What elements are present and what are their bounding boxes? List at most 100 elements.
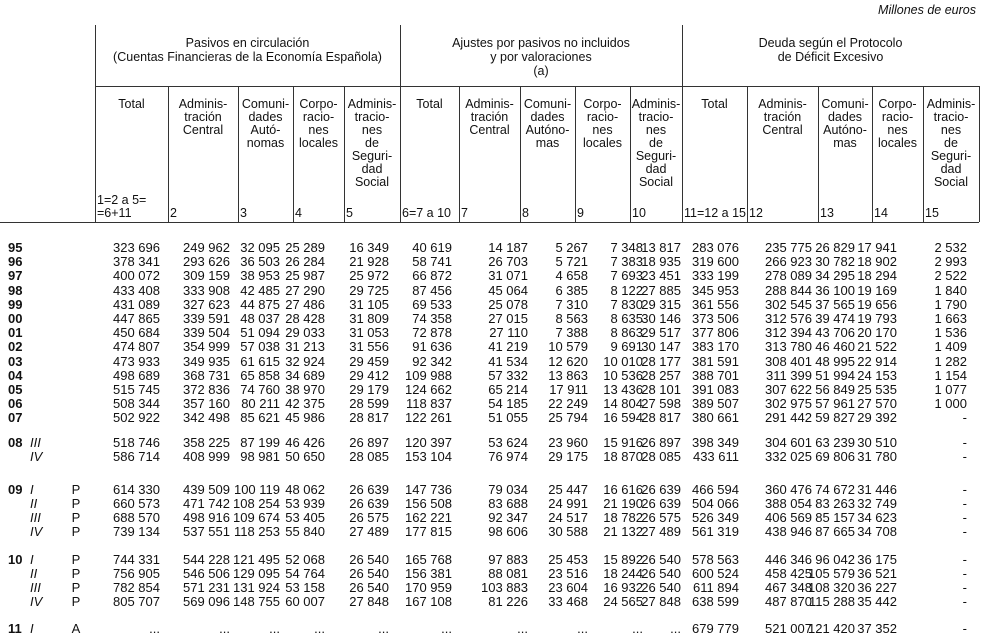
cell-value: 96 042 xyxy=(815,552,855,567)
cell-value: 26 639 xyxy=(349,482,389,497)
cell-value: 406 569 xyxy=(765,510,812,525)
cell-value: 471 742 xyxy=(183,496,230,511)
row-flag: P xyxy=(71,566,81,581)
table-right-border-line xyxy=(979,86,980,222)
row-year-label: 10 xyxy=(8,552,23,567)
cell-value: 74 760 xyxy=(240,382,280,397)
cell-value: 304 601 xyxy=(765,435,812,450)
cell-value: 2 993 xyxy=(934,254,967,269)
cell-value: 8 863 xyxy=(610,325,643,340)
cell-value: 25 987 xyxy=(285,268,325,283)
cell-value: 15 892 xyxy=(603,552,643,567)
column-divider-line xyxy=(168,86,169,222)
cell-value: ... xyxy=(670,621,681,636)
cell-value: 13 436 xyxy=(603,382,643,397)
cell-value: 467 348 xyxy=(765,580,812,595)
column-divider-line xyxy=(923,86,924,222)
cell-value: 739 134 xyxy=(113,524,160,539)
cell-value: 546 506 xyxy=(183,566,230,581)
cell-value: 26 639 xyxy=(641,482,681,497)
cell-value: ... xyxy=(441,621,452,636)
cell-value: 76 974 xyxy=(488,449,528,464)
cell-value: 433 408 xyxy=(113,283,160,298)
cell-value: 611 894 xyxy=(692,580,739,595)
row-year-label: 01 xyxy=(8,325,23,340)
cell-value: 283 076 xyxy=(692,240,739,255)
cell-value: 156 508 xyxy=(405,496,452,511)
cell-value: 109 988 xyxy=(405,368,452,383)
cell-value: 8 563 xyxy=(555,311,588,326)
cell-value: 45 986 xyxy=(285,410,325,425)
cell-value: 40 619 xyxy=(412,240,452,255)
row-year-label: 11 xyxy=(8,621,22,636)
cell-value: 21 522 xyxy=(857,339,897,354)
row-quarter-label: IV xyxy=(30,449,43,464)
column-divider-line xyxy=(630,86,631,222)
column-header: Comuni- dades Autó- nomas xyxy=(241,97,290,150)
cell-value: 30 147 xyxy=(641,339,681,354)
cell-value: 7 383 xyxy=(610,254,643,269)
cell-value: 167 108 xyxy=(405,594,452,609)
cell-value: 1 536 xyxy=(934,325,967,340)
cell-value: 361 556 xyxy=(692,297,739,312)
cell-value: 51 994 xyxy=(815,368,855,383)
cell-value: 1 663 xyxy=(934,311,967,326)
table-row: II P 660 573 471 742 108 254 53 939 26 639 156 … xyxy=(0,497,984,511)
cell-value: 21 928 xyxy=(349,254,389,269)
cell-value: - xyxy=(962,580,967,595)
cell-value: 51 055 xyxy=(488,410,528,425)
table-row: 99 431 089 327 623 44 875 27 486 31 105 69 533… xyxy=(0,298,984,312)
cell-value: 333 199 xyxy=(692,268,739,283)
cell-value: 100 119 xyxy=(233,482,280,497)
cell-value: 4 658 xyxy=(555,268,588,283)
cell-value: 518 746 xyxy=(113,435,160,450)
table-row: 97 400 072 309 159 38 953 25 987 25 972 66 872… xyxy=(0,269,984,283)
cell-value: 37 352 xyxy=(857,621,897,636)
cell-value: 1 154 xyxy=(934,368,967,383)
cell-value: 34 623 xyxy=(857,510,897,525)
cell-value: 7 830 xyxy=(610,297,643,312)
row-year-label: 05 xyxy=(8,382,23,397)
row-quarter-label: II xyxy=(30,496,38,511)
cell-value: 58 741 xyxy=(412,254,452,269)
cell-value: 53 405 xyxy=(285,510,325,525)
cell-value: 10 536 xyxy=(603,368,643,383)
cell-value: 19 169 xyxy=(857,283,897,298)
cell-value: 357 160 xyxy=(183,396,230,411)
cell-value: 55 840 xyxy=(285,524,325,539)
cell-value: 288 844 xyxy=(765,283,812,298)
cell-value: 83 263 xyxy=(815,496,855,511)
cell-value: 571 231 xyxy=(183,580,230,595)
cell-value: 31 105 xyxy=(349,297,389,312)
cell-value: 25 447 xyxy=(548,482,588,497)
cell-value: 27 110 xyxy=(489,325,528,340)
cell-value: 46 460 xyxy=(815,339,855,354)
cell-value: 358 225 xyxy=(183,435,230,450)
cell-value: 21 190 xyxy=(603,496,643,511)
cell-value: ... xyxy=(517,621,528,636)
cell-value: 121 495 xyxy=(233,552,280,567)
cell-value: 131 924 xyxy=(233,580,280,595)
cell-value: 307 622 xyxy=(765,382,812,397)
cell-value: 16 932 xyxy=(603,580,643,595)
cell-value: 756 905 xyxy=(113,566,160,581)
group-divider-line xyxy=(682,25,683,86)
column-header: Comuni- dades Autóno- mas xyxy=(523,97,572,150)
cell-value: 31 809 xyxy=(349,311,389,326)
column-header: Comuni- dades Autóno- mas xyxy=(821,97,869,150)
column-number: 11=12 a 15 xyxy=(684,206,746,220)
cell-value: - xyxy=(962,496,967,511)
cell-value: 28 085 xyxy=(349,449,389,464)
cell-value: 147 736 xyxy=(405,482,452,497)
column-number: 2 xyxy=(170,206,177,220)
cell-value: 48 037 xyxy=(240,311,280,326)
cell-value: 57 961 xyxy=(815,396,855,411)
cell-value: 98 981 xyxy=(240,449,280,464)
cell-value: 400 072 xyxy=(113,268,160,283)
table-row: 03 473 933 349 935 61 615 32 924 29 459 92 342… xyxy=(0,355,984,369)
table-row: 08 III 518 746 358 225 87 199 46 426 26 897 120… xyxy=(0,436,984,450)
column-divider-line xyxy=(575,86,576,222)
cell-value: 28 177 xyxy=(641,354,681,369)
cell-value: 377 806 xyxy=(692,325,739,340)
cell-value: ... xyxy=(219,621,230,636)
